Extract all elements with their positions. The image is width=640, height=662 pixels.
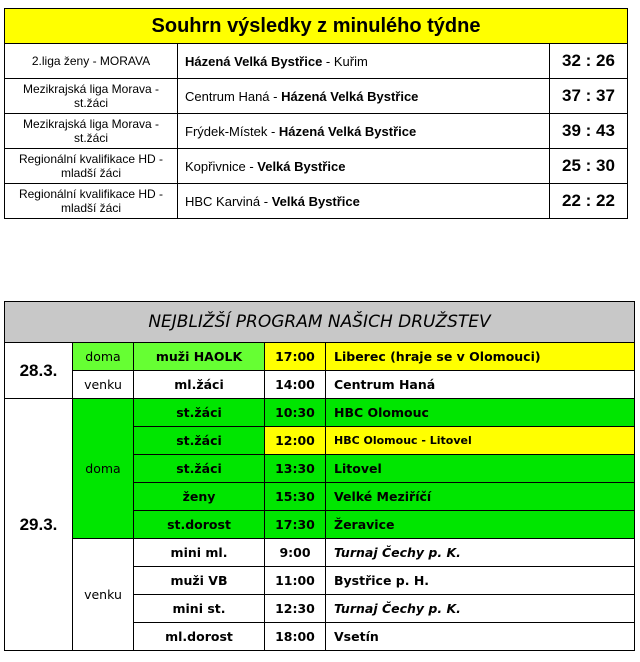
home-team: Centrum Haná <box>185 88 270 104</box>
team: st.žáci <box>133 398 265 427</box>
match: Centrum Haná - Házená Velká Bystřice <box>177 78 550 114</box>
away-team: Házená Velká Bystřice <box>281 88 419 104</box>
time: 13:30 <box>264 454 326 483</box>
league: Regionální kvalifikace HD - mladší žáci <box>4 148 178 184</box>
match: HBC Karviná - Velká Bystřice <box>177 183 550 219</box>
team: st.dorost <box>133 510 265 539</box>
away-team: Velká Bystřice <box>257 158 346 174</box>
time: 10:30 <box>264 398 326 427</box>
time: 12:30 <box>264 594 326 623</box>
time: 12:00 <box>264 426 326 455</box>
team: ml.žáci <box>133 370 265 399</box>
opponent: Turnaj Čechy p. K. <box>325 538 635 567</box>
venue: venku <box>72 370 134 399</box>
score: 39 : 43 <box>548 113 629 149</box>
league: Regionální kvalifikace HD - mladší žáci <box>4 183 178 219</box>
program-row: ženy 15:30 Velké Meziříčí <box>5 482 635 511</box>
program-row: 28.3. doma muži HAOLK 17:00 Liberec (hraje… <box>4 342 635 399</box>
opponent: Liberec (hraje se v Olomouci) <box>325 342 635 371</box>
opponent: Žeravice <box>325 510 635 539</box>
date: 29.3. <box>4 398 73 651</box>
separator: - <box>269 88 282 104</box>
team: muži VB <box>133 566 265 595</box>
result-row: 2.liga ženy - MORAVA Házená Velká Bystři… <box>4 43 629 79</box>
team: ml.dorost <box>133 622 265 651</box>
away-team: Velká Bystřice <box>271 193 360 209</box>
time: 17:30 <box>264 510 326 539</box>
result-row: Mezikrajská liga Morava - st.žáci Frýdek… <box>4 113 629 149</box>
team: st.žáci <box>133 454 265 483</box>
program-row: venku mini ml. 9:00 Turnaj Čechy p. K. <box>5 538 635 651</box>
league: Mezikrajská liga Morava - st.žáci <box>4 78 178 114</box>
venue: doma <box>72 342 134 371</box>
opponent: HBC Olomouc <box>325 398 635 427</box>
time: 9:00 <box>264 538 326 567</box>
program-table: NEJBLIŽŠÍ PROGRAM NAŠICH DRUŽSTEV 28.3. d… <box>4 301 635 651</box>
program-row: st.žáci 13:30 Litovel <box>5 454 635 483</box>
away-team: Kuřim <box>333 53 368 69</box>
program-row: 29.3. doma st.žáci 10:30 HBC Olomouc <box>4 398 635 651</box>
opponent: Vsetín <box>325 622 635 651</box>
results-title: Souhrn výsledky z minulého týdne <box>3 8 629 44</box>
home-team: HBC Karviná <box>185 193 261 209</box>
away-team: Házená Velká Bystřice <box>278 123 417 139</box>
separator: - <box>245 158 258 174</box>
program-title: NEJBLIŽŠÍ PROGRAM NAŠICH DRUŽSTEV <box>4 301 635 343</box>
team: mini st. <box>133 594 265 623</box>
program-row: venku ml.žáci 14:00 Centrum Haná <box>5 370 635 399</box>
opponent: Centrum Haná <box>325 370 635 399</box>
separator: - <box>260 193 272 209</box>
time: 14:00 <box>264 370 326 399</box>
venue: venku <box>72 538 134 651</box>
league: 2.liga ženy - MORAVA <box>4 43 178 79</box>
time: 17:00 <box>264 342 326 371</box>
team: ženy <box>133 482 265 511</box>
result-row: Mezikrajská liga Morava - st.žáci Centru… <box>4 78 629 114</box>
score: 22 : 22 <box>548 183 629 219</box>
team: st.žáci <box>133 426 265 455</box>
time: 15:30 <box>264 482 326 511</box>
venue: doma <box>72 398 134 539</box>
opponent: Bystřice p. H. <box>325 566 635 595</box>
team: mini ml. <box>133 538 265 567</box>
home-team: Kopřivnice <box>185 158 246 174</box>
program-row: ml.dorost 18:00 Vsetín <box>5 622 635 651</box>
separator: - <box>267 123 279 139</box>
home-team: Házená Velká Bystřice <box>185 53 323 69</box>
program-row: muži VB 11:00 Bystřice p. H. <box>5 566 635 595</box>
match: Kopřivnice - Velká Bystřice <box>177 148 550 184</box>
opponent: Velké Meziříčí <box>325 482 635 511</box>
program-row: st.dorost 17:30 Žeravice <box>5 510 635 539</box>
program-row: mini st. 12:30 Turnaj Čechy p. K. <box>5 594 635 623</box>
league: Mezikrajská liga Morava - st.žáci <box>4 113 178 149</box>
home-team: Frýdek-Místek <box>185 123 268 139</box>
result-row: Regionální kvalifikace HD - mladší žáci … <box>4 183 629 219</box>
result-row: Regionální kvalifikace HD - mladší žáci … <box>4 148 629 184</box>
time: 18:00 <box>264 622 326 651</box>
opponent: Litovel <box>325 454 635 483</box>
opponent: Turnaj Čechy p. K. <box>325 594 635 623</box>
team: muži HAOLK <box>133 342 265 371</box>
separator: - <box>322 53 334 69</box>
score: 37 : 37 <box>548 78 629 114</box>
time: 11:00 <box>264 566 326 595</box>
date: 28.3. <box>4 342 73 399</box>
results-table: Souhrn výsledky z minulého týdne 2.liga … <box>3 8 629 219</box>
program-row: st.žáci 12:00 HBC Olomouc - Litovel <box>5 426 635 455</box>
opponent: HBC Olomouc - Litovel <box>325 426 635 455</box>
match: Házená Velká Bystřice - Kuřim <box>177 43 550 79</box>
score: 32 : 26 <box>548 43 629 79</box>
score: 25 : 30 <box>548 148 629 184</box>
match: Frýdek-Místek - Házená Velká Bystřice <box>177 113 550 149</box>
